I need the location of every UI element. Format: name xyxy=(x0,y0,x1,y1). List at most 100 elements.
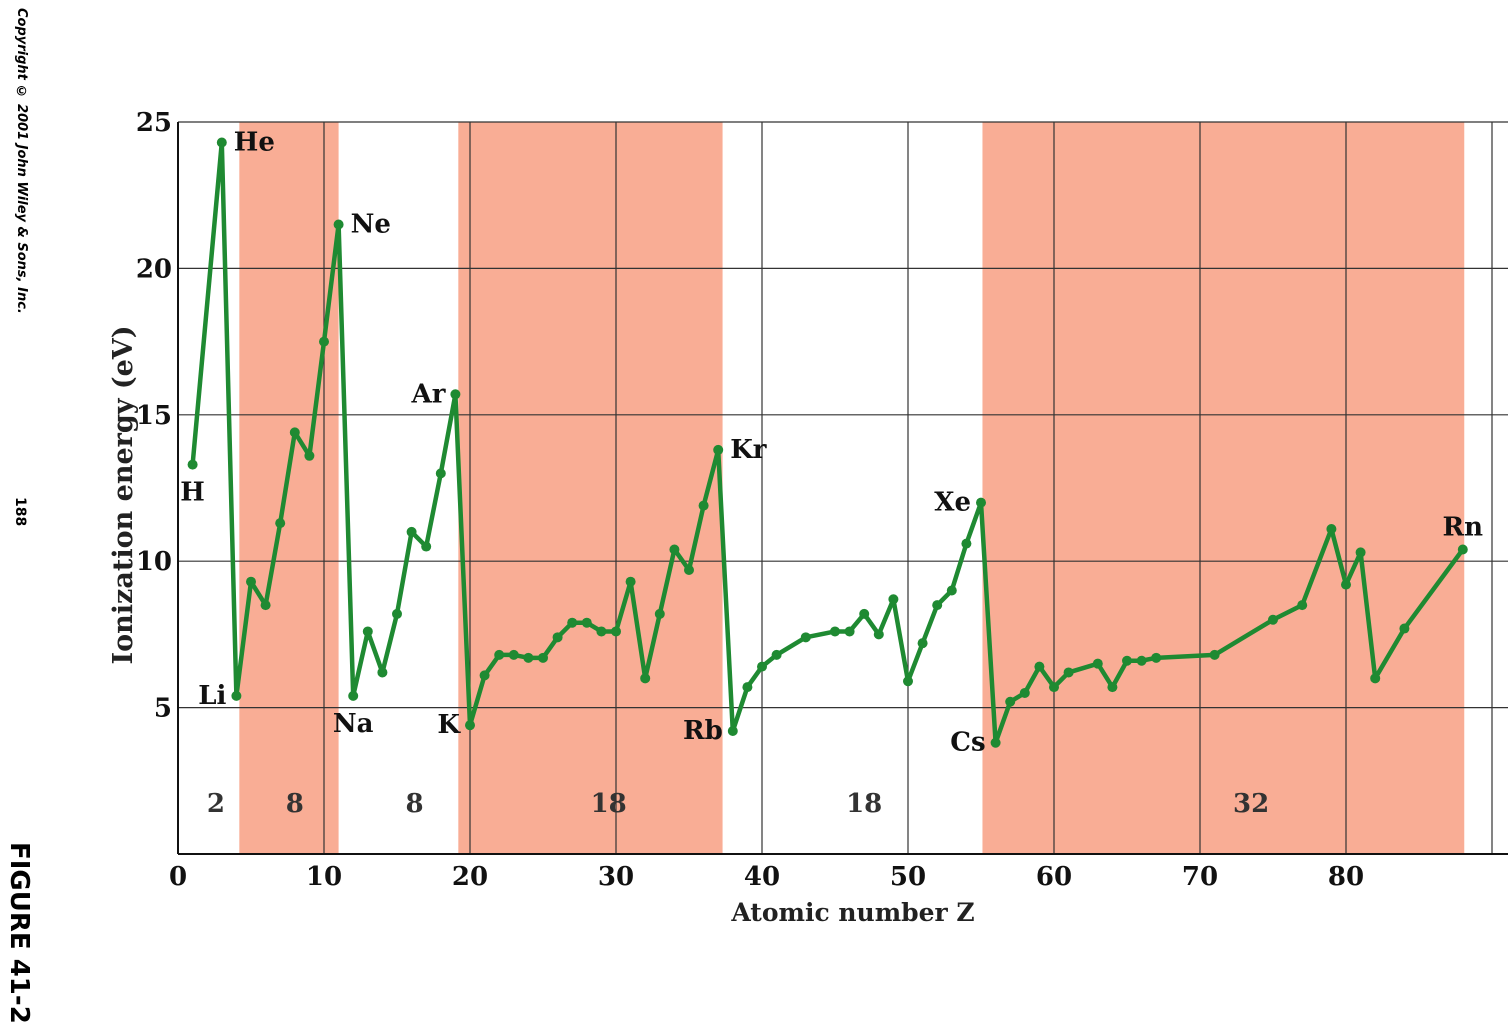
x-tick-label: 30 xyxy=(598,862,634,892)
element-label: Li xyxy=(198,681,226,711)
data-point xyxy=(406,526,417,537)
data-point xyxy=(362,626,373,637)
data-point xyxy=(421,541,432,552)
y-tick-label: 5 xyxy=(154,694,172,724)
period-size-label: 8 xyxy=(405,789,423,819)
y-axis-label: Ionization energy (eV) xyxy=(108,326,139,665)
period-size-label: 32 xyxy=(1233,789,1269,819)
data-point xyxy=(319,336,329,347)
period-size-label: 8 xyxy=(286,789,304,819)
copyright-notice: Copyright © 2001 John Wiley & Sons, Inc. xyxy=(14,8,29,314)
x-tick-label: 60 xyxy=(1036,862,1072,892)
element-label: Ne xyxy=(351,209,391,239)
data-point xyxy=(684,564,694,575)
data-point xyxy=(757,661,767,672)
data-point xyxy=(508,649,519,660)
data-point xyxy=(611,626,621,637)
data-point xyxy=(1209,649,1220,660)
element-labels: H He Li Ne Na Ar K Kr Rb Xe Cs Rn xyxy=(180,127,1483,757)
data-point xyxy=(1151,652,1162,663)
page-number: 188 xyxy=(12,497,28,527)
element-label: Rn xyxy=(1443,512,1484,542)
data-point xyxy=(654,608,665,619)
data-point xyxy=(333,219,344,230)
period-size-label: 18 xyxy=(846,789,882,819)
data-series xyxy=(187,137,1468,748)
data-point xyxy=(435,468,446,479)
data-point xyxy=(348,690,359,701)
axis-tick-labels: 0 10 20 30 40 50 60 70 80 5 10 15 20 25 xyxy=(136,108,1364,892)
data-point xyxy=(1399,623,1410,634)
data-point xyxy=(932,600,943,611)
data-point xyxy=(640,673,651,684)
element-label: He xyxy=(234,127,275,157)
period-band xyxy=(458,122,723,854)
data-point xyxy=(917,638,928,649)
data-point xyxy=(800,632,811,643)
x-tick-label: 70 xyxy=(1182,862,1218,892)
data-point xyxy=(1457,544,1468,555)
data-point xyxy=(830,626,840,637)
data-point xyxy=(596,626,607,637)
data-point xyxy=(771,649,782,660)
data-point xyxy=(669,544,680,555)
data-point xyxy=(859,608,870,619)
data-point xyxy=(1049,682,1059,693)
data-point xyxy=(494,649,505,660)
x-axis-label: Atomic number Z xyxy=(730,898,974,927)
x-tick-label: 40 xyxy=(744,862,780,892)
data-point xyxy=(523,652,534,663)
x-tick-label: 10 xyxy=(306,862,342,892)
data-point xyxy=(990,737,1001,748)
data-point xyxy=(1370,673,1381,684)
period-bands xyxy=(178,122,1508,854)
data-point xyxy=(625,576,636,587)
y-tick-label: 20 xyxy=(136,254,172,284)
data-point xyxy=(1034,661,1045,672)
x-tick-label: 50 xyxy=(890,862,926,892)
element-label: Cs xyxy=(950,728,985,758)
ionization-line xyxy=(190,140,1465,745)
x-tick-label: 80 xyxy=(1328,862,1364,892)
data-point xyxy=(1326,523,1337,534)
data-point xyxy=(1005,696,1016,707)
data-point xyxy=(275,518,286,529)
element-label: Na xyxy=(333,709,374,739)
data-point xyxy=(538,652,548,663)
element-label: Rb xyxy=(683,716,723,746)
data-point xyxy=(392,608,402,619)
data-point xyxy=(698,500,709,511)
data-point xyxy=(1136,655,1147,666)
data-point xyxy=(479,670,490,681)
data-point xyxy=(1355,547,1366,558)
data-point xyxy=(903,676,913,687)
element-label: Ar xyxy=(411,379,446,409)
element-label: H xyxy=(180,478,205,508)
data-point xyxy=(1107,682,1118,693)
data-point xyxy=(377,667,388,678)
data-point xyxy=(1019,687,1030,698)
data-point xyxy=(888,594,899,605)
data-point xyxy=(946,585,957,596)
data-point xyxy=(1341,579,1351,590)
data-point xyxy=(304,450,315,461)
grid-lines xyxy=(177,121,1508,855)
period-size-label: 2 xyxy=(207,789,225,819)
data-point xyxy=(1092,658,1103,669)
element-label: Xe xyxy=(934,488,971,518)
data-point xyxy=(187,459,198,470)
data-point xyxy=(1268,614,1278,625)
data-point xyxy=(873,629,884,640)
data-point xyxy=(844,626,855,637)
data-point xyxy=(450,389,461,400)
data-point xyxy=(742,682,753,693)
data-point xyxy=(713,444,724,455)
period-band xyxy=(982,122,1465,854)
x-tick-label: 20 xyxy=(452,862,488,892)
element-label: Kr xyxy=(730,435,767,465)
element-label: K xyxy=(437,710,461,740)
data-point xyxy=(216,137,227,148)
data-point xyxy=(567,617,578,628)
period-size-label: 18 xyxy=(591,789,627,819)
